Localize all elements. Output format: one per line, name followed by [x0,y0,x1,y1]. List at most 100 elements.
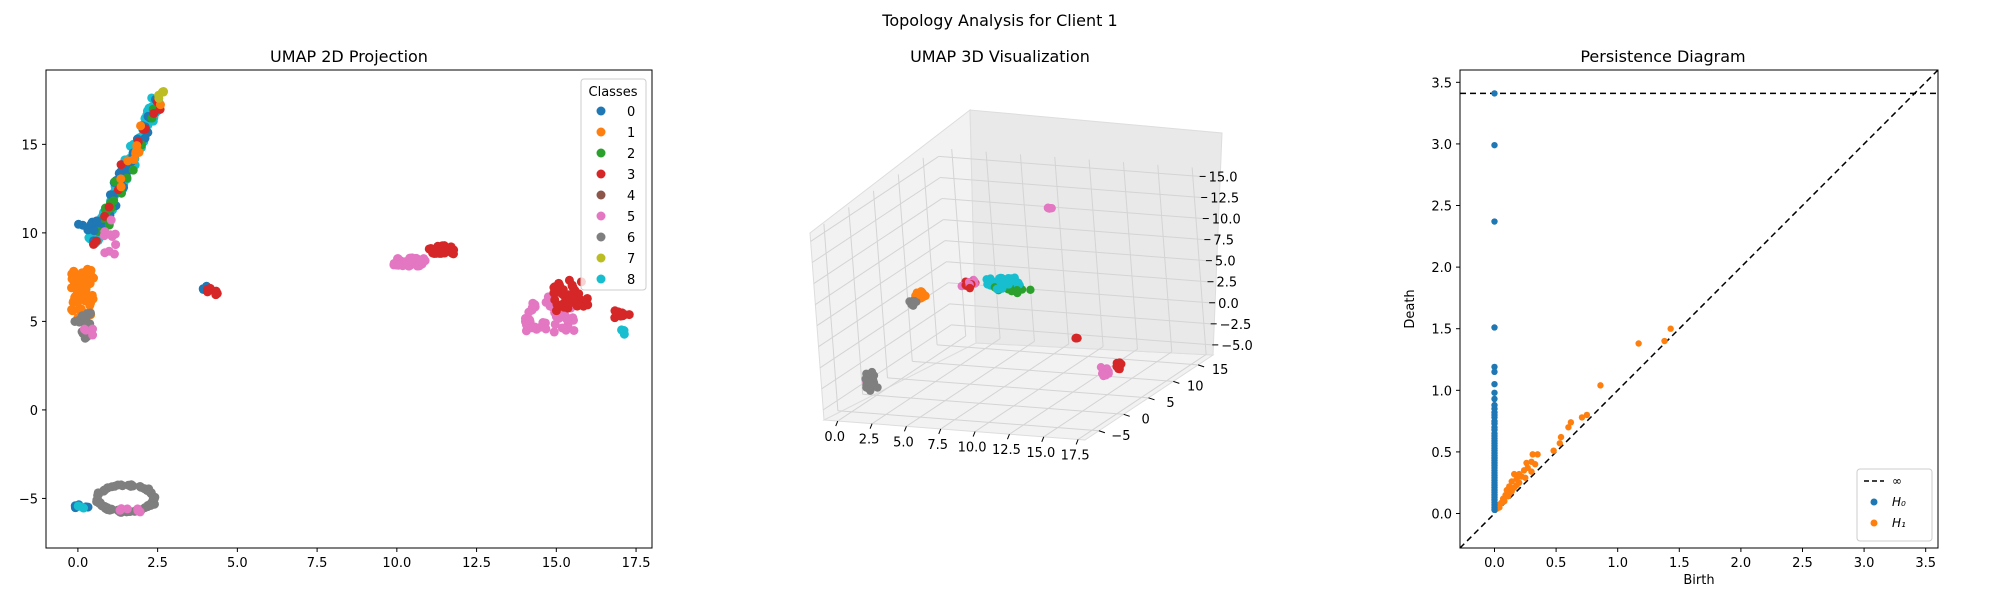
scatter-point [73,271,83,281]
h0-point [1491,324,1498,331]
grid-line [837,410,1099,432]
grid-line [822,324,952,411]
scatter-point [92,216,102,226]
scatter-point [563,290,573,300]
y-tick-label: −5 [19,492,38,507]
scatter-point [85,274,95,284]
legend-marker [596,148,606,158]
h1-point [1583,411,1591,419]
x-tick-label: 2.5 [1792,556,1813,571]
umap-2d-panel: UMAP 2D Projection 0.0 2.5 5.0 7.5 10.0 12.5 1… [19,47,653,571]
legend-marker [596,169,606,179]
z-tick-label: 15.0 [1209,170,1238,185]
x-tick [938,428,942,435]
scatter-point [100,211,110,221]
umap-2d-title: UMAP 2D Projection [270,47,428,66]
x-tick [903,426,907,432]
scatter-point [447,248,457,258]
diagonal-line [1459,69,1939,549]
scatter-point [136,121,146,131]
persistence-points [1491,90,1674,514]
legend-marker [596,106,606,116]
x-tick-label: 15.0 [1026,446,1055,461]
pane-right [969,109,1223,356]
y-tick [1123,413,1130,417]
x-tick [835,420,839,427]
scatter-point [88,330,98,340]
h1-point [1508,478,1515,485]
scatter-point [74,219,84,229]
scatter-point [1012,285,1022,295]
x-tick [1041,436,1045,443]
y-tick-label: 2.5 [1431,200,1452,215]
legend-entries: 0 1 2 3 4 5 6 7 8 [596,105,635,288]
scatter-point [619,329,629,339]
z-tick-label: −2.5 [1220,318,1252,333]
y-tick [1197,364,1205,368]
scatter-point [437,241,447,251]
grid-line [937,344,1199,366]
umap-2d-y-axis: −5 0 5 10 15 [19,138,46,507]
scatter-point [76,304,86,314]
legend-h0-marker [1870,498,1878,506]
scatter-point [128,165,138,175]
legend-label: 0 [627,105,635,120]
persistence-ylabel: Death [1403,289,1418,328]
y-tick [1098,430,1106,434]
y-tick-label: 1.0 [1431,384,1452,399]
h1-point [1635,340,1642,347]
scatter-point [1047,203,1056,213]
scatter-point [87,290,97,300]
scatter-point [211,286,221,296]
y-tick-label: 10 [21,227,38,242]
h1-point [1565,424,1572,431]
scatter-point [79,324,89,334]
z-tick-label: 10.0 [1212,213,1241,228]
grid-line [951,324,1213,346]
y-tick-label: −5 [1111,429,1130,444]
y-tick [1148,397,1155,401]
scatter-point [867,380,876,389]
persistence-y-axis: 0.0 0.5 1.0 1.5 2.0 2.5 3.0 3.5 [1431,76,1460,523]
umap-3d-axes: 0.0 2.5 5.0 7.5 10.0 12.5 15.0 17.5 −5 0 5 10 15 −5.0… [824,170,1252,463]
grid-line [816,240,946,327]
scatter-point [562,314,572,324]
y-tick-label: 0.0 [1431,508,1452,523]
y-tick-label: 15 [1212,363,1229,378]
x-tick [1075,439,1079,445]
h1-point [1511,470,1518,478]
scatter-point [555,287,565,297]
h0-point [1491,141,1498,149]
legend-label: 1 [627,126,635,141]
scatter-point [77,502,87,512]
y-tick [1173,380,1180,384]
x-tick-label: 10.0 [382,556,411,571]
grid-line [946,261,1208,283]
x-tick-label: 2.0 [1731,556,1752,571]
h1-point [1597,382,1604,389]
scatter-point [202,287,212,297]
grid-line [949,303,1211,325]
scatter-point [550,319,560,329]
z-tick-label: 5.0 [1215,255,1236,270]
legend-title: Classes [589,85,638,100]
scatter-point [569,325,579,335]
scatter-point [149,108,159,118]
scatter-point [921,291,930,301]
scatter-point [134,147,144,157]
h0-point [1491,218,1498,225]
scatter-point [99,486,109,496]
h1-point [1567,419,1575,426]
z-tick-label: 7.5 [1213,234,1234,249]
scatter-point [67,305,77,315]
scatter-point [149,493,159,503]
legend-marker [596,211,606,221]
scatter-point [133,506,143,516]
legend-marker [596,127,606,137]
y-tick-label: 15 [21,138,38,153]
h1-point [1531,461,1539,468]
scatter-point [81,312,91,322]
x-tick [1006,434,1010,440]
scatter-point [104,202,114,212]
